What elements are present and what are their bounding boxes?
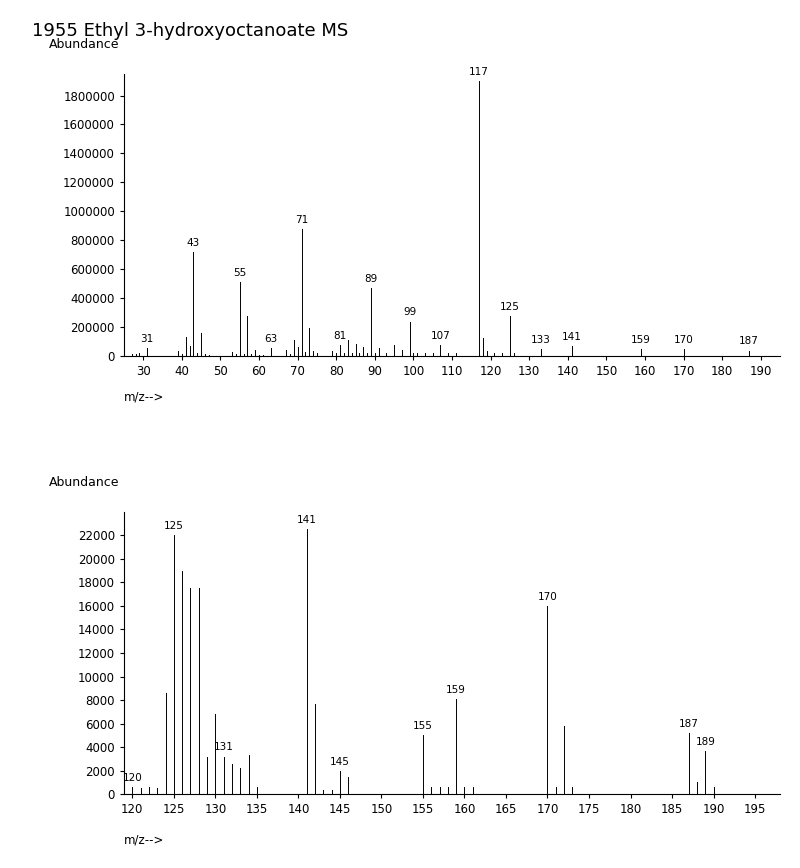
Text: 55: 55 (233, 268, 246, 279)
Text: 63: 63 (264, 333, 278, 344)
Text: 89: 89 (364, 274, 378, 284)
Text: 131: 131 (214, 742, 234, 753)
Text: 125: 125 (500, 302, 520, 312)
Text: 81: 81 (334, 331, 346, 340)
Text: 159: 159 (631, 335, 651, 345)
Text: 170: 170 (674, 335, 694, 345)
Text: m/z-->: m/z--> (124, 834, 164, 847)
Text: 31: 31 (141, 333, 154, 344)
Text: 117: 117 (469, 67, 489, 77)
Text: 170: 170 (538, 592, 558, 602)
Text: 120: 120 (122, 773, 142, 783)
Text: 141: 141 (562, 332, 582, 342)
Text: 43: 43 (187, 238, 200, 248)
Text: 99: 99 (403, 307, 416, 318)
Text: 133: 133 (531, 335, 550, 345)
Text: 189: 189 (695, 737, 715, 746)
Text: Abundance: Abundance (49, 38, 119, 51)
Text: 107: 107 (430, 331, 450, 340)
Text: m/z-->: m/z--> (124, 391, 164, 404)
Text: 155: 155 (413, 721, 433, 731)
Text: 187: 187 (739, 337, 759, 346)
Text: 145: 145 (330, 757, 350, 766)
Text: Abundance: Abundance (49, 476, 119, 489)
Text: 159: 159 (446, 685, 466, 694)
Text: 141: 141 (297, 516, 317, 525)
Text: 187: 187 (678, 719, 698, 729)
Text: 125: 125 (164, 521, 184, 531)
Text: 1955 Ethyl 3-hydroxyoctanoate MS: 1955 Ethyl 3-hydroxyoctanoate MS (32, 22, 348, 40)
Text: 71: 71 (295, 214, 308, 225)
